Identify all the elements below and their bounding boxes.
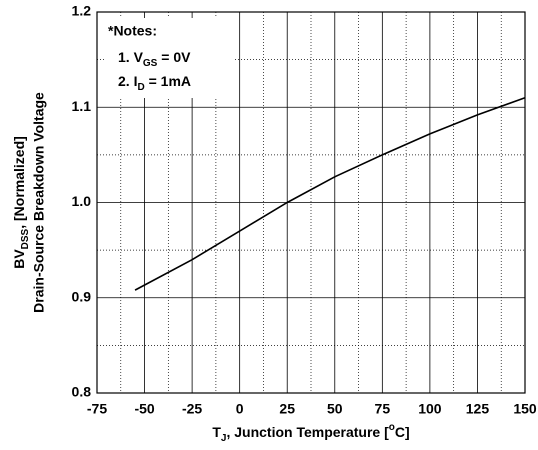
y-tick-label: 0.9 xyxy=(72,288,92,304)
y-tick-label: 1.2 xyxy=(72,3,92,19)
line xyxy=(134,96,526,291)
x-tick-label: 25 xyxy=(279,401,295,417)
notes-box xyxy=(104,18,234,98)
y-tick-label: 0.8 xyxy=(72,384,92,400)
y-tick-label: 1.1 xyxy=(72,98,92,114)
note: 2. ID = 1mA xyxy=(118,73,191,93)
x-tick-label: -50 xyxy=(134,401,154,417)
x-tick-label: -25 xyxy=(182,401,202,417)
x-tick-label: 75 xyxy=(375,401,391,417)
text-part: = 1mA xyxy=(145,73,191,89)
y-tick-label: 1.0 xyxy=(72,193,92,209)
x-axis-title: TJ, Junction Temperature [oC] xyxy=(212,422,409,444)
text-part: 2. I xyxy=(118,73,137,89)
text-part: D xyxy=(137,82,144,93)
x-tick-label: 0 xyxy=(236,401,244,417)
plot-frame xyxy=(96,11,526,394)
text-part: o xyxy=(389,422,395,433)
text-part: T xyxy=(212,424,221,440)
text-part: DSS xyxy=(20,228,31,249)
x-tick-label: 150 xyxy=(513,401,537,417)
y-axis-title: BVDSS, [Normalized] xyxy=(11,136,31,269)
text-part: C] xyxy=(395,424,410,440)
note: 1. VGS = 0V xyxy=(118,49,191,69)
text-part: J xyxy=(221,433,227,444)
text-part: , Junction Temperature [ xyxy=(226,424,389,440)
x-tick-label: 100 xyxy=(418,401,442,417)
text-part: GS xyxy=(143,58,158,69)
text-part: 1. V xyxy=(118,49,144,65)
x-tick-label: 50 xyxy=(327,401,343,417)
text-part: BV xyxy=(11,249,27,269)
notes-heading: *Notes: xyxy=(108,23,157,39)
text-part: = 0V xyxy=(157,49,191,65)
x-tick-label: 125 xyxy=(466,401,490,417)
text-part: , [Normalized] xyxy=(11,136,27,229)
x-tick-label: -75 xyxy=(87,401,107,417)
y-axis-title: Drain-Source Breakdown Voltage xyxy=(31,92,47,313)
